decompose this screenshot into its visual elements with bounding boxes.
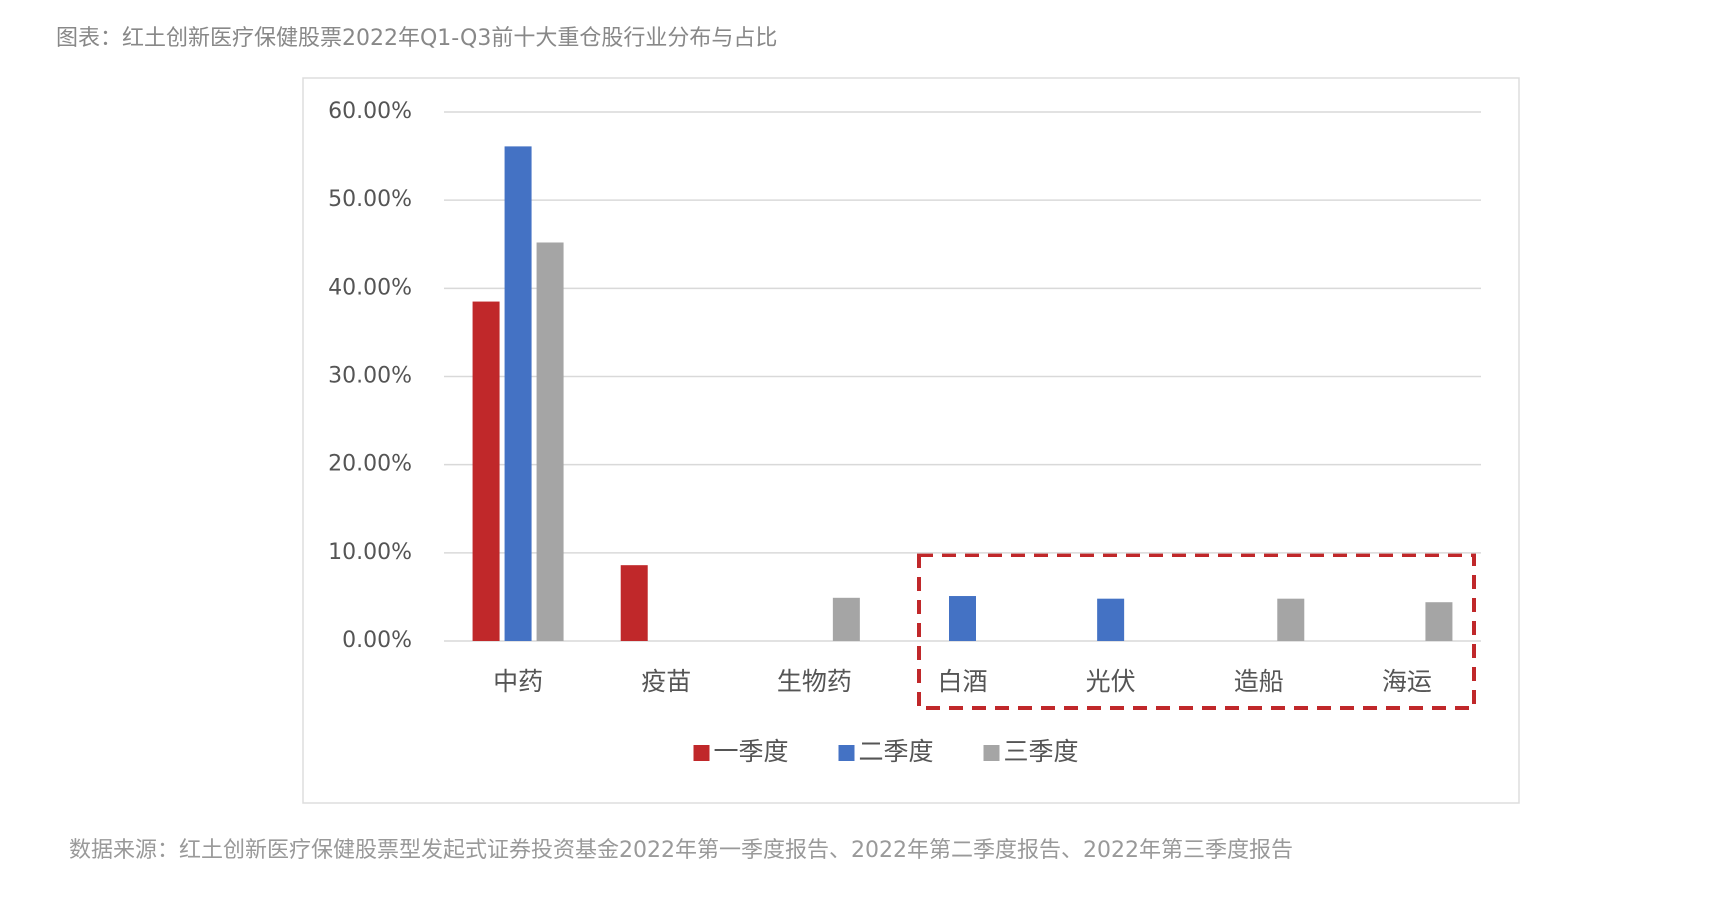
x-tick-label: 白酒: [937, 667, 987, 696]
bar: [832, 597, 860, 641]
bar: [1425, 602, 1453, 641]
x-tick-label: 中药: [493, 667, 543, 696]
bar: [620, 565, 648, 641]
x-tick-label: 光伏: [1086, 667, 1136, 696]
bar: [1097, 598, 1125, 641]
x-tick-label: 海运: [1382, 667, 1432, 696]
y-tick-label: 10.00%: [328, 540, 412, 565]
chart-title: 图表：红土创新医疗保健股票2022年Q1-Q3前十大重仓股行业分布与占比: [56, 26, 777, 51]
legend-swatch: [693, 745, 710, 761]
y-tick-label: 20.00%: [328, 452, 412, 477]
legend-label: 二季度: [859, 737, 934, 766]
legend-label: 一季度: [714, 737, 789, 766]
source-note: 数据来源：红土创新医疗保健股票型发起式证券投资基金2022年第一季度报告、202…: [69, 838, 1293, 863]
x-tick-label: 疫苗: [641, 667, 691, 696]
legend-label: 三季度: [1004, 737, 1079, 766]
x-tick-label: 生物药: [777, 667, 852, 696]
y-tick-label: 50.00%: [328, 187, 412, 212]
legend-swatch: [983, 745, 1000, 761]
bar: [949, 596, 976, 641]
x-tick-label: 造船: [1234, 667, 1284, 696]
highlight-box: [917, 553, 1476, 710]
legend-swatch: [838, 745, 855, 761]
y-tick-label: 0.00%: [342, 628, 412, 653]
bar: [1277, 598, 1305, 641]
y-tick-label: 30.00%: [328, 364, 412, 389]
bar: [504, 146, 532, 641]
y-tick-label: 60.00%: [328, 99, 412, 124]
y-tick-label: 40.00%: [328, 275, 412, 300]
bar: [536, 242, 564, 641]
bar: [472, 301, 500, 641]
